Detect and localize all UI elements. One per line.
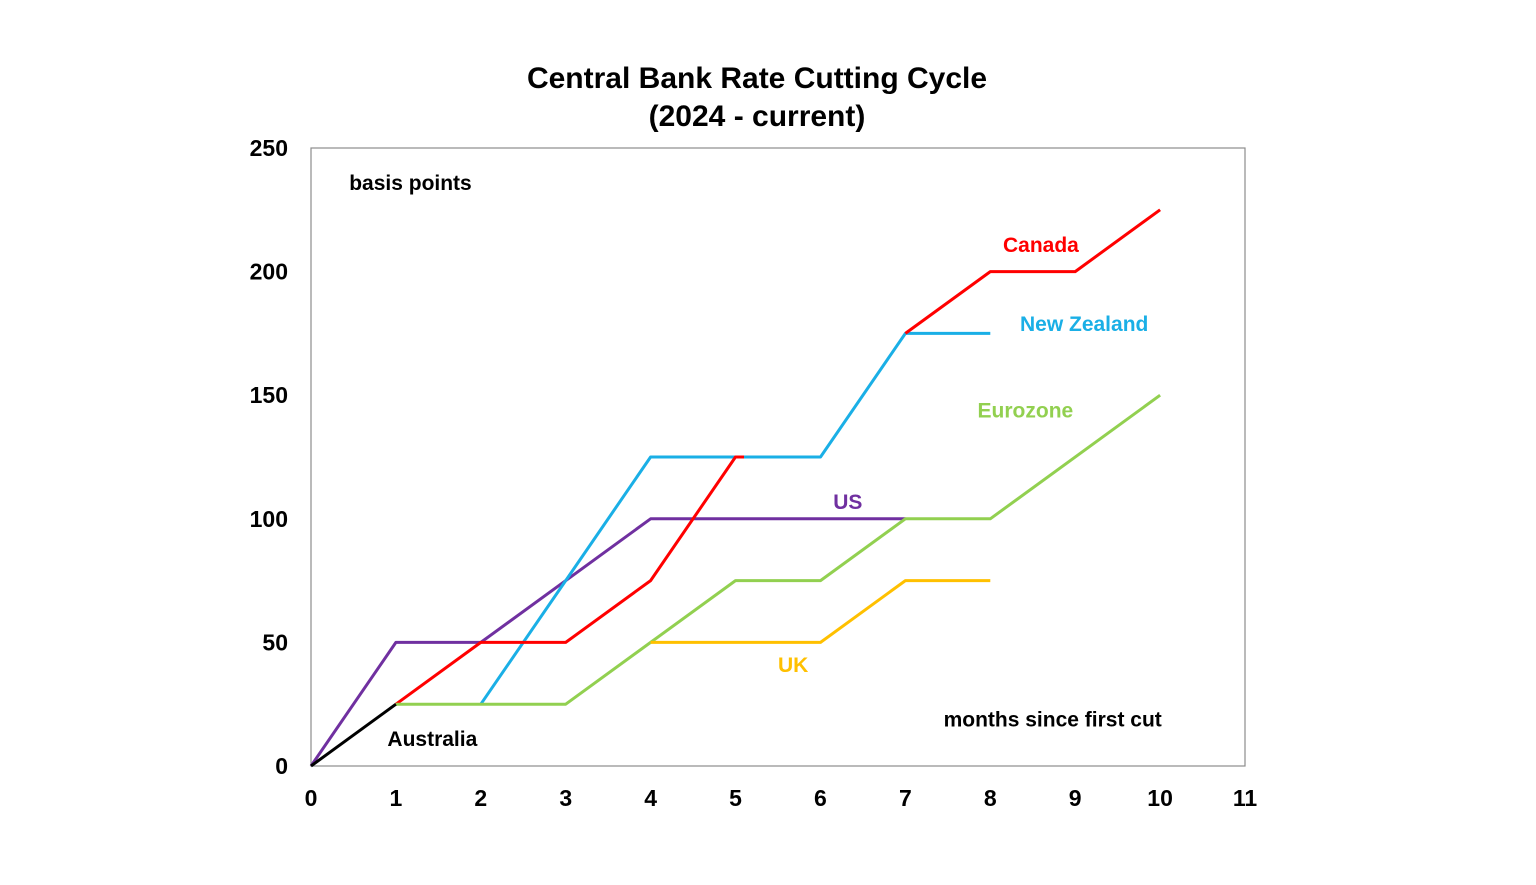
- chart-title-line-1: Central Bank Rate Cutting Cycle: [526, 62, 988, 95]
- x-tick-label-8: 8: [984, 785, 997, 811]
- label-months-since-first-cut: months since first cut: [944, 708, 1162, 731]
- chart-title-line-2: (2024 - current): [648, 100, 866, 133]
- y-tick-label-250: 250: [250, 135, 288, 161]
- series-lines: [309, 208, 1161, 768]
- y-tick-label-50: 50: [262, 629, 288, 655]
- x-tick-label-0: 0: [305, 785, 318, 811]
- annotations: Canada New Zealand Eurozone US UK Australia ba…: [349, 172, 1162, 751]
- x-tick-label-4: 4: [644, 785, 657, 811]
- x-tick-label-5: 5: [729, 785, 742, 811]
- x-tick-label-11: 11: [1233, 785, 1258, 811]
- label-uk: UK: [778, 654, 808, 677]
- label-us: US: [833, 491, 862, 514]
- label-canada: Canada: [1003, 234, 1079, 257]
- label-australia: Australia: [387, 728, 477, 751]
- chart-title: Central Bank Rate Cutting Cycle (2024 - …: [0, 60, 1514, 136]
- series-line-canada-2: [395, 455, 744, 706]
- label-new-zealand: New Zealand: [1020, 313, 1148, 336]
- y-tick-label-0: 0: [275, 753, 288, 779]
- x-tick-label-7: 7: [899, 785, 912, 811]
- y-tick-label-150: 150: [250, 382, 288, 408]
- label-basis-points: basis points: [349, 172, 472, 195]
- x-tick-label-10: 10: [1147, 785, 1173, 811]
- series-line-uk-5: [650, 579, 991, 644]
- x-tick-label-1: 1: [390, 785, 403, 811]
- x-tick-label-2: 2: [474, 785, 487, 811]
- x-tick-label-9: 9: [1069, 785, 1082, 811]
- x-tick-label-6: 6: [814, 785, 827, 811]
- y-tick-label-200: 200: [250, 259, 288, 285]
- x-axis-tick-labels: 0 1 2 3 4 5 6 7 8 9 10 11: [305, 785, 1258, 811]
- series-line-australia-6: [310, 702, 397, 768]
- y-tick-label-100: 100: [250, 506, 288, 532]
- x-tick-label-3: 3: [559, 785, 572, 811]
- y-axis-tick-labels: 0 50 100 150 200 250: [250, 135, 288, 779]
- label-eurozone: Eurozone: [978, 399, 1074, 422]
- series-line-eurozone-4: [395, 393, 1161, 706]
- series-line-canada-3: [904, 208, 1161, 335]
